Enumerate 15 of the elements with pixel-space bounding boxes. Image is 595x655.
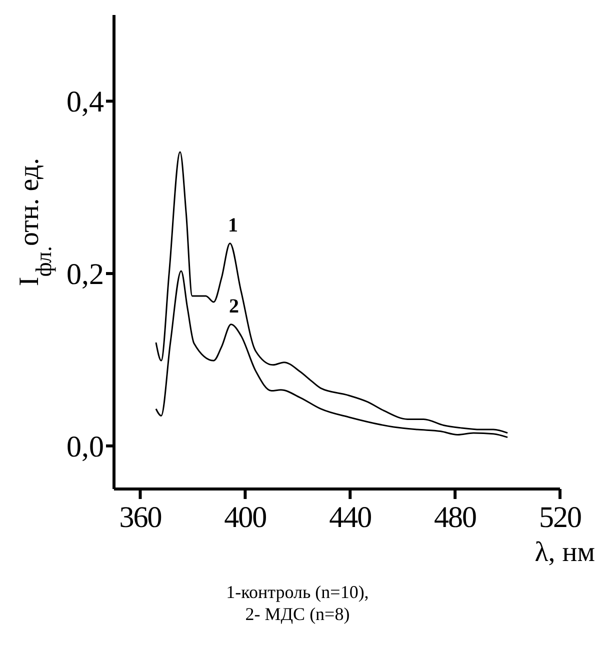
x-tick-label: 520 — [539, 501, 581, 534]
y-tick-label: 0,4 — [66, 86, 104, 119]
x-tick-label: 440 — [329, 501, 372, 534]
text: 1-контроль (n=10), — [226, 582, 369, 602]
x-tick-label: 360 — [119, 501, 162, 534]
text: 2- МДС (n=8) — [245, 604, 350, 624]
line-series — [155, 270, 508, 438]
series-label: 1 — [228, 214, 238, 236]
y-tick-label: 0,0 — [66, 430, 104, 464]
series-label: 2 — [229, 295, 240, 318]
x-tick-label: 480 — [434, 501, 476, 534]
x-axis-title: λ, нм — [534, 537, 595, 568]
x-tick-label: 400 — [224, 501, 266, 534]
y-tick-label: 0,2 — [66, 258, 104, 292]
line-series — [155, 151, 508, 434]
